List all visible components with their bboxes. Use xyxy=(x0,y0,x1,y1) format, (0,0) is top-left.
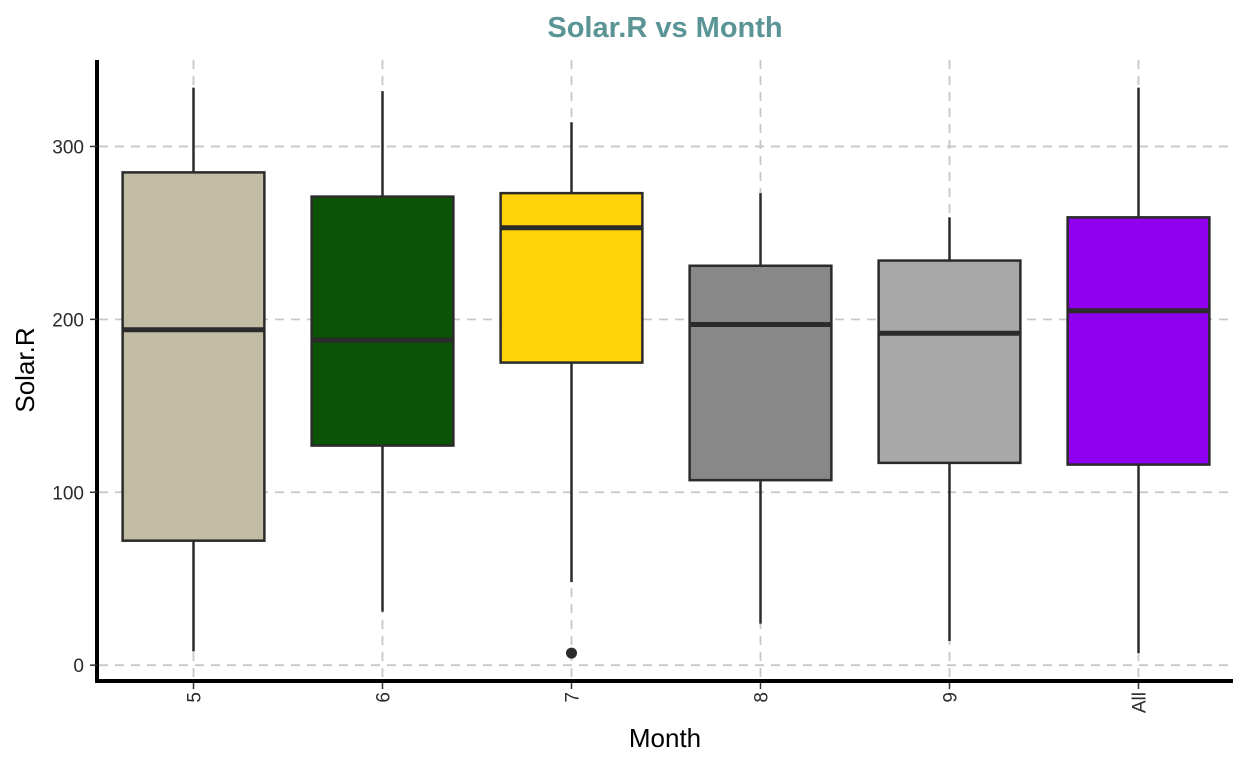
box-9 xyxy=(877,217,1022,641)
box-8 xyxy=(688,193,833,624)
x-tick-label-5: 5 xyxy=(185,692,206,703)
box-body-8 xyxy=(688,264,833,482)
y-axis-title: Solar.R xyxy=(10,327,40,412)
box-series xyxy=(121,87,1211,659)
y-tick-label-300: 300 xyxy=(52,137,84,158)
y-axis-ticks: 0 100 200 300 xyxy=(52,137,97,677)
y-tick-label-100: 100 xyxy=(52,483,84,504)
x-tick-label-All: All xyxy=(1130,692,1151,713)
chart-title: Solar.R vs Month xyxy=(547,12,782,44)
x-tick-label-9: 9 xyxy=(941,692,962,703)
box-body-5 xyxy=(121,171,266,542)
y-tick-label-200: 200 xyxy=(52,310,84,331)
box-body-9 xyxy=(877,259,1022,465)
box-body-All xyxy=(1066,216,1211,466)
x-axis-title: Month xyxy=(629,723,701,753)
box-6 xyxy=(310,91,455,612)
box-5 xyxy=(121,87,266,652)
x-tick-label-7: 7 xyxy=(563,692,584,703)
box-body-6 xyxy=(310,195,455,447)
outlier-point-7-0 xyxy=(566,647,577,659)
box-body-7 xyxy=(499,191,644,364)
grid-lines xyxy=(99,60,1233,679)
box-7 xyxy=(499,122,644,659)
y-tick-label-0: 0 xyxy=(73,656,84,677)
box-All xyxy=(1066,87,1211,654)
x-tick-label-8: 8 xyxy=(752,692,773,703)
x-axis-ticks: 5 6 7 8 9 All xyxy=(185,683,1151,713)
x-tick-label-6: 6 xyxy=(374,692,395,703)
